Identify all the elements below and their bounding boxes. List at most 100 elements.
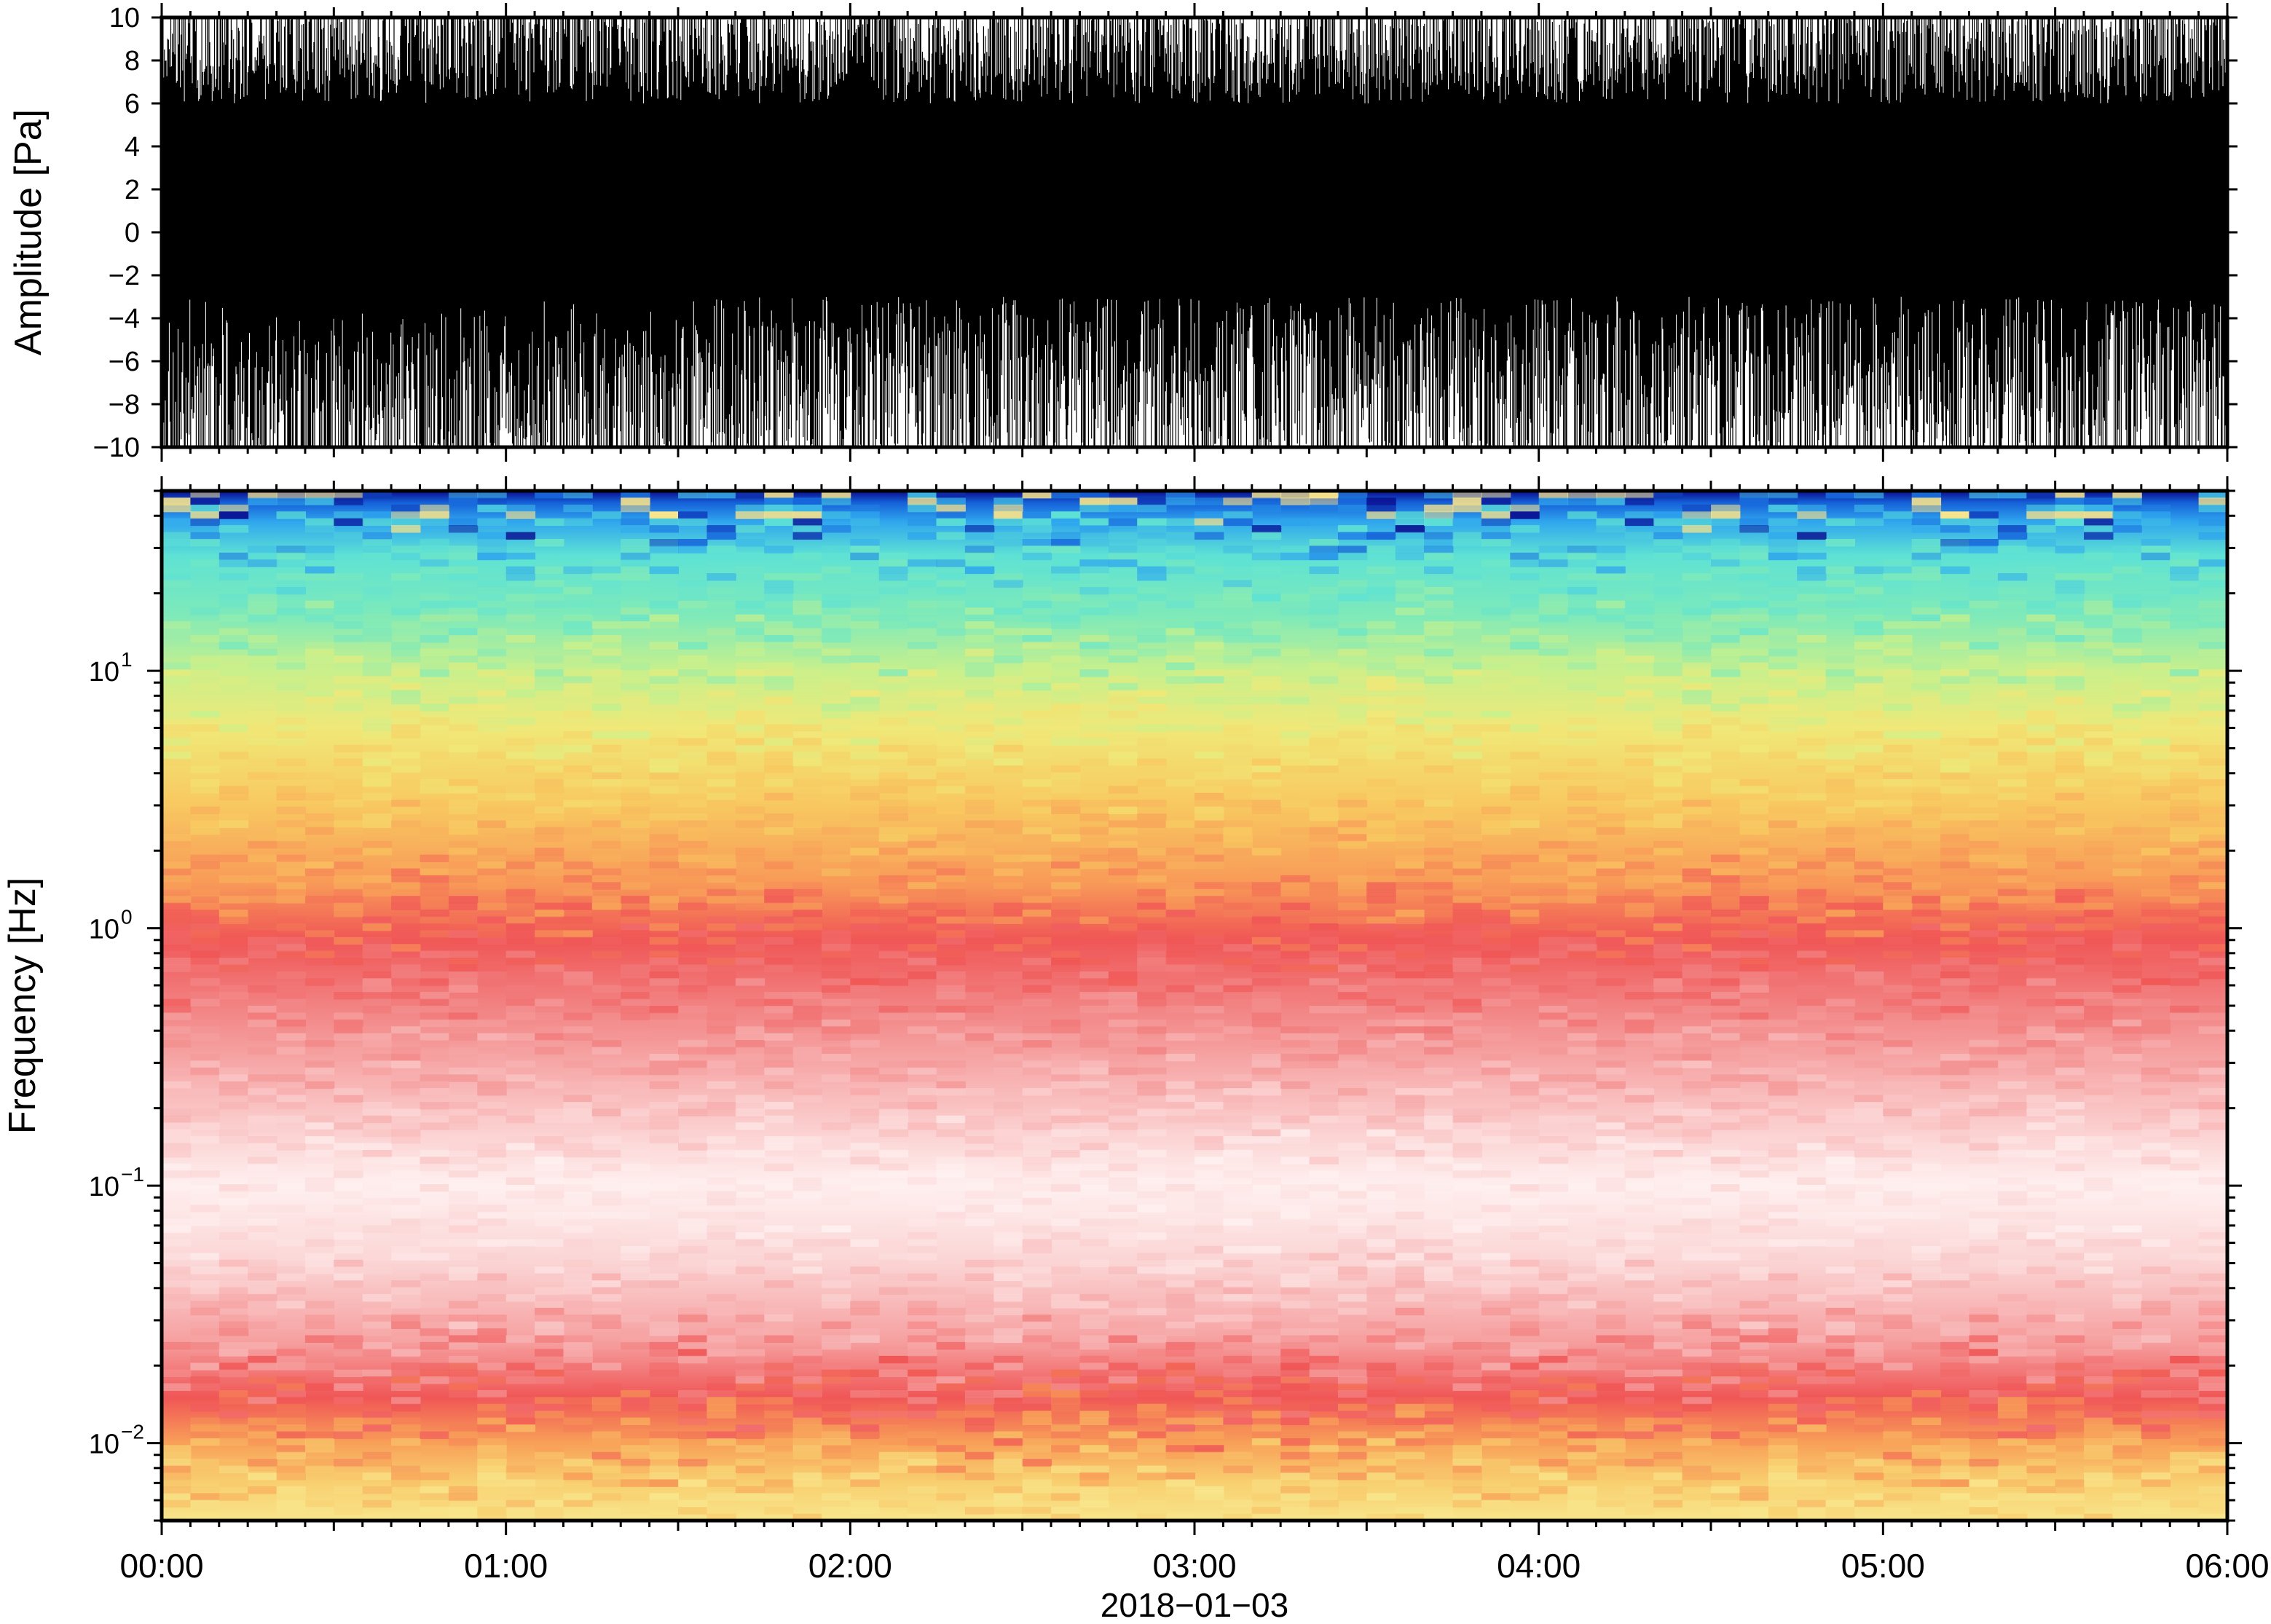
- waveform-y-tick-label: −8: [109, 390, 140, 420]
- spectrogram-cell: [477, 1273, 507, 1281]
- spectrogram-cell: [1653, 724, 1683, 732]
- spectrogram-cell: [1108, 738, 1138, 746]
- spectrogram-cell: [707, 491, 736, 499]
- spectrogram-cell: [1280, 1115, 1310, 1124]
- spectrogram-cell: [707, 1473, 736, 1481]
- spectrogram-cell: [1481, 539, 1511, 547]
- spectrogram-cell: [162, 1191, 192, 1199]
- spectrogram-cell: [1309, 758, 1339, 766]
- spectrogram-cell: [993, 607, 1023, 615]
- spectrogram-cell: [1624, 1163, 1655, 1172]
- spectrogram-cell: [1481, 964, 1511, 972]
- spectrogram-cell: [276, 730, 306, 739]
- spectrogram-cell: [1165, 1108, 1195, 1116]
- spectrogram-cell: [1051, 703, 1081, 712]
- spectrogram-cell: [162, 1445, 192, 1453]
- spectrogram-cell: [1739, 1507, 1769, 1515]
- spectrogram-cell: [936, 930, 966, 938]
- spectrogram-cell: [964, 848, 995, 856]
- spectrogram-cell: [1251, 669, 1282, 677]
- spectrogram-cell: [1711, 614, 1741, 623]
- spectrogram-cell: [764, 587, 794, 595]
- spectrogram-cell: [993, 1156, 1023, 1164]
- spectrogram-cell: [1596, 566, 1626, 575]
- spectrogram-cell: [304, 792, 335, 801]
- spectrogram-cell: [1194, 1259, 1224, 1268]
- spectrogram-cell: [850, 1424, 880, 1432]
- spectrogram-cell: [1337, 1493, 1368, 1501]
- spectrogram-cell: [964, 1335, 995, 1343]
- spectrogram-cell: [1452, 1225, 1482, 1234]
- spectrogram-cell: [1223, 1411, 1253, 1419]
- spectrogram-cell: [1797, 786, 1827, 794]
- spectrogram-cell: [764, 1376, 794, 1384]
- spectrogram-cell: [1538, 875, 1569, 883]
- spectrogram-cell: [1366, 820, 1396, 828]
- spectrogram-cell: [649, 1211, 679, 1220]
- spectrogram-cell: [993, 1239, 1023, 1247]
- spectrogram-cell: [936, 1218, 966, 1226]
- spectrogram-cell: [1251, 1143, 1282, 1151]
- spectrogram-cell: [219, 552, 249, 561]
- spectrogram-cell: [850, 902, 880, 910]
- spectrogram-cell: [1309, 738, 1339, 746]
- spectrogram-cell: [1538, 1115, 1569, 1124]
- spectrogram-cell: [1424, 862, 1454, 870]
- spectrogram-cell: [1108, 710, 1138, 719]
- spectrogram-cell: [304, 491, 335, 499]
- spectrogram-cell: [936, 1287, 966, 1295]
- spectrogram-cell: [1567, 1376, 1597, 1384]
- spectrogram-cell: [477, 1163, 507, 1172]
- spectrogram-cell: [563, 1349, 593, 1357]
- spectrogram-cell: [162, 758, 192, 766]
- spectrogram-cell: [707, 1197, 736, 1206]
- spectrogram-cell: [707, 600, 736, 609]
- spectrogram-cell: [1051, 545, 1081, 553]
- spectrogram-cell: [850, 862, 880, 870]
- spectrogram-cell: [1309, 930, 1339, 938]
- spectrogram-cell: [1452, 621, 1482, 629]
- spectrogram-cell: [1711, 978, 1741, 986]
- spectrogram-cell: [1624, 497, 1655, 505]
- spectrogram-cell: [1395, 1328, 1425, 1336]
- spectrogram-cell: [1223, 758, 1253, 766]
- spectrogram-cell: [678, 1211, 708, 1220]
- spectrogram-cell: [1768, 1445, 1798, 1453]
- spectrogram-cell: [1739, 628, 1769, 636]
- spectrogram-cell: [535, 594, 564, 602]
- spectrogram-cell: [1022, 998, 1052, 1006]
- spectrogram-cell: [1366, 594, 1396, 602]
- spectrogram-cell: [420, 1150, 449, 1158]
- spectrogram-cell: [1223, 1499, 1253, 1508]
- spectrogram-cell: [1223, 744, 1253, 753]
- spectrogram-cell: [936, 491, 966, 499]
- spectrogram-cell: [1108, 1218, 1138, 1226]
- spectrogram-cell: [190, 1136, 220, 1144]
- spectrogram-cell: [1280, 1341, 1310, 1350]
- spectrogram-cell: [563, 744, 593, 753]
- spectrogram-cell: [964, 820, 995, 828]
- spectrogram-cell: [621, 1493, 650, 1501]
- spectrogram-cell: [621, 628, 650, 636]
- spectrogram-cell: [1424, 1245, 1454, 1254]
- spectrogram-cell: [1653, 676, 1683, 684]
- spectrogram-cell: [1079, 1012, 1109, 1020]
- spectrogram-cell: [334, 1019, 363, 1028]
- spectrogram-cell: [1624, 813, 1655, 821]
- spectrogram-cell: [1653, 820, 1683, 828]
- spectrogram-cell: [1538, 1012, 1569, 1020]
- spectrogram-cell: [878, 552, 909, 561]
- spectrogram-cell: [276, 1239, 306, 1247]
- spectrogram-cell: [190, 504, 220, 513]
- spectrogram-cell: [219, 511, 249, 519]
- spectrogram-cell: [248, 600, 278, 609]
- spectrogram-cell: [162, 862, 192, 870]
- spectrogram-cell: [735, 1328, 765, 1336]
- spectrogram-cell: [1739, 600, 1769, 609]
- spectrogram-cell: [1538, 1225, 1569, 1234]
- spectrogram-cell: [276, 1026, 306, 1034]
- spectrogram-cell: [248, 1273, 278, 1281]
- spectrogram-cell: [821, 511, 851, 519]
- spectrogram-cell: [304, 1259, 335, 1268]
- spectrogram-cell: [334, 594, 363, 602]
